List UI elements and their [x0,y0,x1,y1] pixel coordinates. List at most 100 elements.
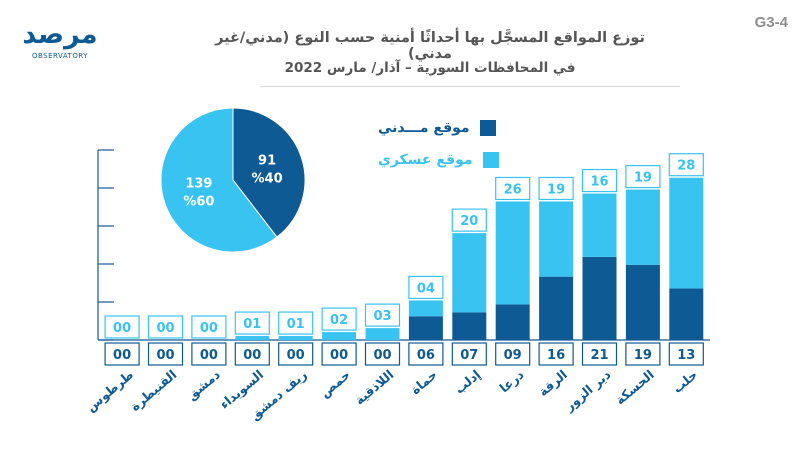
label-box-civil [104,342,140,366]
label-box-military [321,307,357,331]
bar-military [235,336,270,340]
label-box-civil [321,342,357,366]
label-box-civil [408,342,444,366]
x-tick-label: دمشق [184,367,223,403]
bar-military [495,201,530,305]
bar-military [365,328,400,340]
data-label-military: 00 [200,321,218,336]
data-label-military: 00 [156,321,174,336]
label-box-military [625,164,661,189]
label-box-military [104,315,140,339]
bar-military [278,336,313,340]
bar-military [669,177,704,289]
data-label-military: 19 [634,171,652,186]
bar-civil [582,256,617,340]
chart-code: G3-4 [754,14,788,31]
pie-value-label: 139 [185,177,212,192]
bar-military [582,193,617,257]
data-label-military: 00 [113,321,131,336]
bar-civil [452,312,487,340]
label-box-military [278,311,314,335]
data-label-civil: 00 [330,348,348,363]
legend-label-military: موقع عسكري [378,152,473,168]
data-label-civil: 00 [243,348,261,363]
bar-civil [539,276,574,340]
bar-military [625,189,660,265]
data-label-civil: 00 [287,348,305,363]
label-box-military [191,315,227,339]
data-label-civil: 16 [547,348,565,363]
pie-value-label: 91 [258,153,276,168]
label-box-military [147,315,184,339]
data-label-military: 01 [287,317,305,332]
bar-civil [625,264,660,340]
legend-item-civil: موقع مـــدني [378,120,496,136]
data-label-military: 16 [590,175,608,190]
data-label-military: 01 [243,317,261,332]
label-box-military [451,208,487,232]
data-label-military: 19 [547,182,565,197]
data-label-military: 04 [417,281,435,296]
bar-civil [495,304,530,340]
logo-subtitle: OBSERVATORY [31,52,89,60]
data-label-military: 20 [460,214,478,229]
x-tick-label: حلب [670,367,701,396]
data-label-military: 03 [373,309,391,324]
label-box-military [538,176,574,201]
label-box-civil [625,342,661,366]
legend-label-civil: موقع مـــدني [378,120,470,136]
pie-slice-military [160,107,278,253]
x-tick-label: درعا [496,367,526,396]
logo: مرصد OBSERVATORY [14,20,106,62]
data-label-civil: 19 [634,348,652,363]
bar-civil [669,288,704,340]
x-tick-label: طرطوس [83,367,136,415]
x-tick-label: اللاذقية [352,367,397,408]
label-box-civil [191,342,227,366]
x-tick-label: حمص [317,367,353,401]
data-label-civil: 21 [590,348,608,363]
title-divider [260,86,680,87]
data-label-military: 28 [677,159,695,174]
chart-subtitle: في المحافظات السورية – آذار/ مارس 2022 [284,60,576,76]
label-box-civil [278,342,314,366]
label-box-military [408,275,444,300]
data-label-civil: 07 [460,348,478,363]
label-box-civil [581,342,618,366]
legend-swatch-military [482,152,499,168]
data-label-civil: 00 [200,348,218,363]
x-tick-label: دير الزور [561,367,614,414]
label-box-civil [234,342,270,366]
label-box-civil [538,342,574,366]
data-label-military: 02 [330,313,348,328]
data-label-civil: 06 [417,348,435,363]
pie-slice-civil [232,107,306,238]
data-label-civil: 00 [113,348,131,363]
legend-swatch-civil [479,120,496,136]
label-box-military [668,153,704,177]
label-box-civil [668,342,704,366]
bar-military [452,233,487,313]
data-label-military: 26 [504,182,522,197]
logo-wordmark: مرصد [22,19,98,50]
bar-civil [408,316,443,340]
bar-military [408,300,443,317]
label-box-military [581,168,618,193]
data-label-civil: 13 [677,348,695,363]
label-box-civil [364,342,401,366]
chart-title: توزع المواقع المسجَّل بها أحداثًا أمنية … [215,30,645,62]
data-label-civil: 09 [504,348,522,363]
label-box-civil [147,342,184,366]
pie-percent-label: %40 [252,171,283,186]
x-tick-label: الحسكة [612,367,657,408]
x-tick-label: القنيطرة [127,367,179,414]
label-box-military [495,176,531,201]
x-tick-label: الرقة [535,367,570,399]
pie-percent-label: %60 [183,195,214,210]
x-tick-label: إدلب [452,367,484,397]
label-box-civil [451,342,487,366]
x-tick-label: حماة [408,367,440,397]
label-box-military [364,303,401,327]
